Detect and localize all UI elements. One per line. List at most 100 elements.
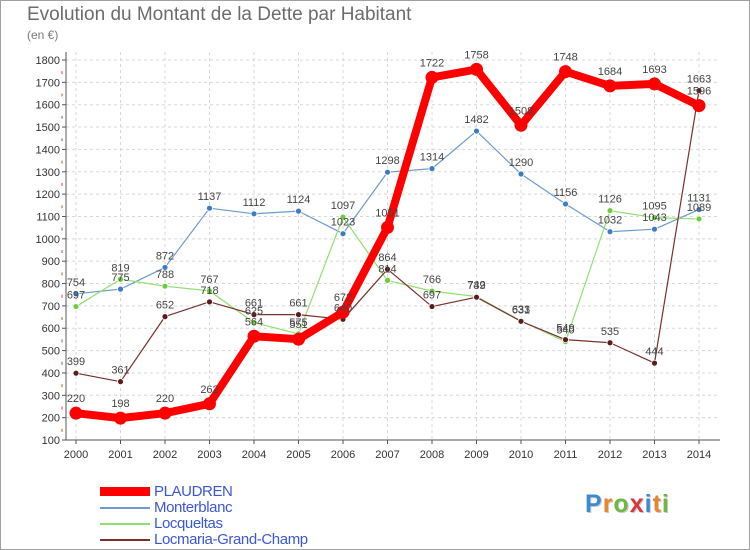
y-tick-label: 1100 — [36, 211, 60, 223]
data-label-plaudren: 198 — [111, 398, 129, 410]
y-tick-label: 500 — [42, 346, 60, 358]
data-label-monterblanc: 1482 — [464, 114, 488, 126]
data-label-plaudren: 1508 — [509, 105, 533, 117]
data-point-plaudren — [425, 70, 439, 84]
data-label-plaudren: 220 — [67, 393, 85, 405]
data-point-locqueltas — [117, 275, 124, 283]
x-tick-label: 2000 — [64, 449, 88, 461]
y-tick-label: 1500 — [36, 122, 60, 134]
y-tick-label: 300 — [42, 390, 60, 402]
y-tick-label: 100 — [42, 435, 60, 447]
legend-label-locmaria-grand-champ: Locmaria-Grand-Champ — [154, 531, 308, 548]
data-label-locmaria-grand-champ: 535 — [601, 326, 619, 338]
legend-swatch-locmaria-grand-champ — [100, 539, 150, 541]
data-point-plaudren — [381, 220, 394, 234]
data-point-locmaria-grand-champ — [250, 311, 258, 319]
data-point-locmaria-grand-champ — [384, 265, 391, 273]
x-tick-label: 2011 — [554, 449, 578, 461]
data-point-locqueltas — [384, 276, 391, 284]
data-point-locmaria-grand-champ — [517, 317, 525, 325]
data-point-plaudren — [247, 329, 261, 343]
data-label-plaudren: 1051 — [375, 207, 399, 219]
data-label-plaudren: 1722 — [420, 57, 444, 69]
data-label-locmaria-grand-champ: 864 — [378, 252, 396, 264]
y-tick-label: 400 — [42, 368, 60, 380]
y-tick-label: 1700 — [36, 77, 60, 89]
data-label-plaudren: 262 — [200, 384, 218, 396]
data-point-monterblanc — [295, 207, 302, 215]
data-label-monterblanc: 1156 — [554, 187, 578, 199]
x-tick-label: 2003 — [197, 449, 221, 461]
plot-area — [66, 52, 720, 440]
y-tick-label: 1200 — [36, 189, 60, 201]
line-chart: 100 200 300 400 500 600 700 800 900 1000 1100 1200 1… — [36, 49, 720, 461]
data-point-plaudren — [559, 65, 572, 79]
data-label-locmaria-grand-champ: 718 — [200, 285, 218, 297]
data-point-locqueltas — [695, 215, 703, 223]
data-point-plaudren — [158, 406, 172, 420]
data-label-locqueltas: 767 — [200, 274, 218, 286]
legend-label-plaudren: PLAUDREN — [154, 483, 233, 500]
y-tick-label: 700 — [42, 301, 60, 313]
chart-title: Evolution du Montant de la Dette par Hab… — [27, 4, 412, 25]
data-label-locmaria-grand-champ: 399 — [67, 356, 85, 368]
data-label-monterblanc: 1032 — [598, 215, 622, 227]
legend-swatch-plaudren — [100, 487, 150, 496]
data-point-locqueltas — [339, 213, 347, 221]
data-label-monterblanc: 1290 — [509, 157, 533, 169]
data-point-locmaria-grand-champ — [117, 378, 124, 386]
data-point-monterblanc — [206, 204, 213, 212]
data-point-plaudren — [203, 397, 216, 411]
logo-letter: r — [602, 490, 614, 518]
x-tick-label: 2010 — [509, 449, 533, 461]
data-point-locmaria-grand-champ — [206, 298, 213, 306]
x-tick-label: 2001 — [108, 449, 132, 461]
data-point-plaudren — [69, 406, 83, 420]
y-tick-label: 1600 — [36, 100, 60, 112]
data-point-monterblanc — [339, 230, 347, 238]
data-point-locmaria-grand-champ — [161, 313, 169, 321]
data-point-monterblanc — [562, 200, 569, 208]
y-tick-label: 1000 — [36, 234, 60, 246]
legend-label-monterblanc: Monterblanc — [154, 499, 233, 516]
data-point-locqueltas — [250, 319, 258, 327]
chart-unit-label: (en €) — [27, 28, 59, 42]
data-label-locmaria-grand-champ: 739 — [467, 280, 485, 292]
data-label-plaudren: 672 — [334, 292, 352, 304]
data-point-plaudren — [114, 411, 127, 425]
legend-swatch-locqueltas — [100, 523, 150, 525]
data-point-locmaria-grand-champ — [295, 311, 302, 319]
data-label-locqueltas: 625 — [245, 306, 263, 318]
data-label-plaudren: 1684 — [598, 66, 622, 78]
data-point-monterblanc — [250, 210, 258, 218]
logo-letter: x — [629, 490, 645, 518]
data-label-locqueltas: 742 — [467, 279, 485, 291]
data-label-locmaria-grand-champ: 640 — [334, 302, 352, 314]
data-point-locmaria-grand-champ — [428, 303, 436, 310]
data-point-locmaria-grand-champ — [72, 369, 80, 377]
data-label-plaudren: 1748 — [553, 52, 577, 64]
x-tick-label: 2007 — [375, 449, 399, 461]
logo-letter: o — [613, 490, 630, 518]
data-label-locqueltas: 697 — [67, 290, 85, 302]
data-point-monterblanc — [428, 165, 436, 173]
data-point-locqueltas — [428, 287, 436, 295]
x-tick-label: 2004 — [242, 449, 266, 461]
data-point-monterblanc — [117, 285, 124, 293]
data-label-monterblanc: 1112 — [243, 197, 266, 209]
data-point-monterblanc — [384, 168, 391, 176]
x-tick-label: 2013 — [642, 449, 666, 461]
data-point-plaudren — [292, 332, 305, 346]
data-label-plaudren: 551 — [289, 319, 307, 331]
y-tick-label: 900 — [42, 256, 60, 268]
data-label-plaudren: 1596 — [687, 86, 711, 98]
data-label-locmaria-grand-champ: 661 — [289, 298, 307, 310]
y-tick-label: 1400 — [36, 144, 60, 156]
data-point-locmaria-grand-champ — [562, 336, 569, 344]
data-label-locqueltas: 1097 — [331, 200, 355, 212]
data-label-monterblanc: 775 — [111, 272, 129, 284]
data-label-locmaria-grand-champ: 652 — [156, 300, 174, 312]
logo-letter: i — [644, 490, 653, 518]
legend-label-locqueltas: Locqueltas — [154, 515, 223, 532]
y-tick-label: 1300 — [36, 167, 60, 179]
